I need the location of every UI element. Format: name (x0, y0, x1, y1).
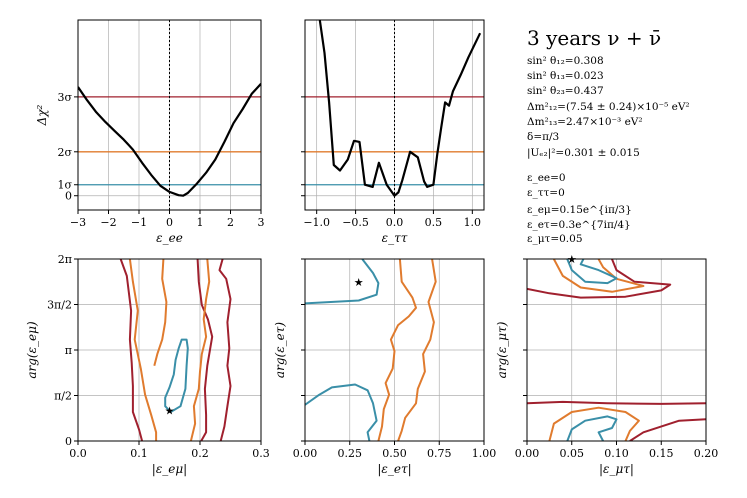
y-tick-label: π (65, 344, 72, 357)
contour-3sigma (629, 418, 706, 441)
param-line: Δm²₁₃=2.47×10⁻³ eV² (527, 116, 643, 128)
x-tick-label: −1 (131, 216, 147, 229)
x-tick-label: 0.50 (382, 447, 407, 460)
nsi-line: ε_μτ=0.05 (527, 233, 583, 245)
figure-title: 3 years ν + ν̄ (527, 26, 661, 50)
x-axis-label: ε_ττ (382, 231, 408, 245)
x-tick-label: −2 (100, 216, 116, 229)
delta-chi2-curve (78, 82, 261, 197)
nsi-line: ε_eμ=0.15e^{iπ/3} (527, 204, 632, 216)
plot-frame (77, 19, 262, 211)
y-tick-label: 3σ (57, 91, 72, 104)
x-tick-label: 3 (258, 216, 265, 229)
x-tick-label: 0.00 (293, 447, 318, 460)
contour-2sigma (128, 259, 158, 441)
y-axis-label: arg(ε_μτ) (495, 321, 509, 378)
best-fit-star: ★ (165, 405, 175, 418)
contour-1sigma (305, 383, 378, 441)
x-tick-label: 1 (197, 216, 204, 229)
panel-eps-tautau: −1.0 −0.5 0.0 0.5 1.0 ε_ττ (301, 19, 485, 245)
panel-eps-emu: 0 π/2 π 3π/2 2π ★ arg(ε_eμ) 0.0 0.1 0.2 0.3 |ε_eμ| (25, 253, 270, 476)
x-axis-label: |ε_μτ| (599, 462, 634, 476)
contour-2sigma (553, 259, 645, 293)
y-tick-label: 2π (58, 253, 72, 266)
plot-frame (304, 258, 485, 442)
x-tick-label: 0 (166, 216, 173, 229)
plot-frame (77, 258, 262, 442)
x-tick-label: 0.05 (560, 447, 585, 460)
x-tick-label: 0.2 (191, 447, 209, 460)
param-line: Δm²₁₂=(7.54 ± 0.24)×10⁻⁵ eV² (527, 101, 690, 113)
x-tick-label: 0.15 (649, 447, 674, 460)
nsi-line: ε_ee=0 (527, 172, 566, 184)
y-axis-label: Δχ² (35, 104, 49, 126)
x-axis-label: |ε_eτ| (377, 462, 411, 476)
x-tick-label: 0.00 (515, 447, 540, 460)
y-tick-label: 0 (65, 435, 72, 448)
y-tick-label: 0 (65, 190, 72, 203)
contour-1sigma (164, 338, 189, 413)
x-tick-label: 1.00 (472, 447, 497, 460)
x-tick-label: −0.5 (342, 216, 369, 229)
contour-1sigma (566, 415, 618, 441)
contour-3sigma (527, 259, 672, 299)
x-axis-label: |ε_eμ| (152, 462, 187, 476)
contour-3sigma (527, 400, 706, 405)
param-line: sin² θ₁₂=0.308 (527, 55, 604, 67)
x-axis-label: ε_ee (156, 231, 183, 245)
x-tick-label: −1.0 (303, 216, 330, 229)
x-tick-label: 0.20 (694, 447, 719, 460)
param-line: |Uₑ₂|²=0.301 ± 0.015 (527, 147, 640, 160)
x-tick-label: 1.0 (464, 216, 482, 229)
y-tick-label: 2σ (57, 146, 72, 159)
panel-eps-etau: ★ arg(ε_eτ) 0.00 0.25 0.50 0.75 1.00 |ε_eτ| (273, 258, 497, 476)
x-tick-label: 0.0 (69, 447, 87, 460)
param-line: sin² θ₁₃=0.023 (527, 70, 604, 82)
contour-2sigma (397, 259, 437, 441)
y-axis-label: arg(ε_eτ) (273, 322, 287, 378)
y-tick-label: 1σ (57, 179, 72, 192)
contour-3sigma (119, 259, 144, 441)
param-line: δ=π/3 (527, 131, 559, 143)
plot-frame (304, 19, 485, 211)
x-tick-label: 0.75 (427, 447, 452, 460)
contour-1sigma (566, 259, 618, 285)
x-tick-label: 0.5 (425, 216, 443, 229)
x-tick-label: 0.25 (338, 447, 363, 460)
plot-frame (526, 258, 707, 442)
nsi-line: ε_ττ=0 (527, 187, 565, 199)
contour-1sigma (305, 259, 380, 305)
best-fit-star: ★ (354, 276, 364, 289)
contour-2sigma (189, 259, 211, 441)
param-line: sin² θ₂₃=0.437 (527, 85, 604, 97)
contour-2sigma (548, 406, 640, 441)
delta-chi2-curve (318, 20, 482, 197)
panel-eps-mutau: ★arg(ε_μτ)0.00 0.05 0.10 0.15 0.20|ε_μτ| (495, 253, 718, 476)
x-tick-label: 2 (227, 216, 234, 229)
x-tick-label: 0.10 (604, 447, 629, 460)
x-tick-label: 0.1 (130, 447, 148, 460)
y-axis-label: arg(ε_eμ) (25, 321, 39, 379)
y-tick-label: 3π/2 (47, 299, 72, 312)
x-tick-label: 0.0 (386, 216, 404, 229)
y-tick-label: π/2 (54, 390, 72, 403)
contour-2sigma (153, 259, 168, 366)
contour-3sigma (196, 259, 214, 441)
x-tick-label: −3 (70, 216, 86, 229)
contour-3sigma (218, 259, 232, 441)
x-tick-label: 0.3 (252, 447, 270, 460)
contour-2sigma (377, 259, 417, 441)
nsi-line: ε_eτ=0.3e^{7iπ/4} (527, 219, 631, 231)
parameter-legend: 3 years ν + ν̄ sin² θ₁₂=0.308 sin² θ₁₃=0… (527, 26, 690, 245)
